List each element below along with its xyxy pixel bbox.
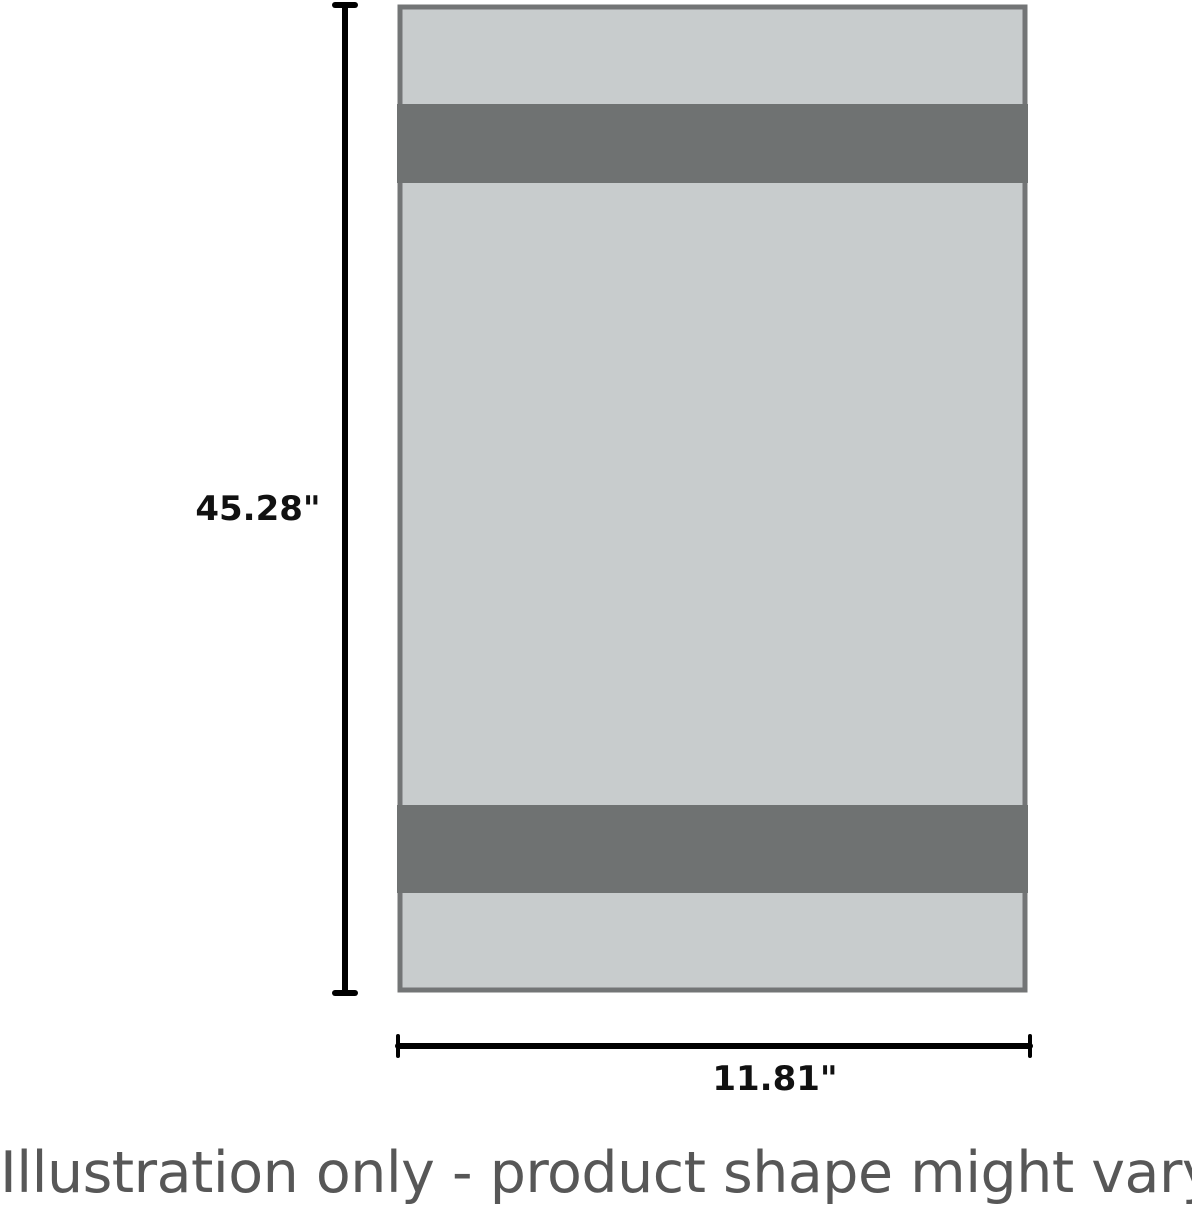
height-dimension-line (332, 2, 358, 996)
disclaimer-caption: Illustration only - product shape might … (0, 1140, 1192, 1206)
width-label: 11.81" (712, 1059, 837, 1099)
width-dimension-line (395, 1034, 1033, 1058)
bottom-band (397, 805, 1028, 893)
height-label: 45.28" (195, 489, 320, 529)
top-band (397, 104, 1028, 183)
product-panel (397, 4, 1028, 993)
